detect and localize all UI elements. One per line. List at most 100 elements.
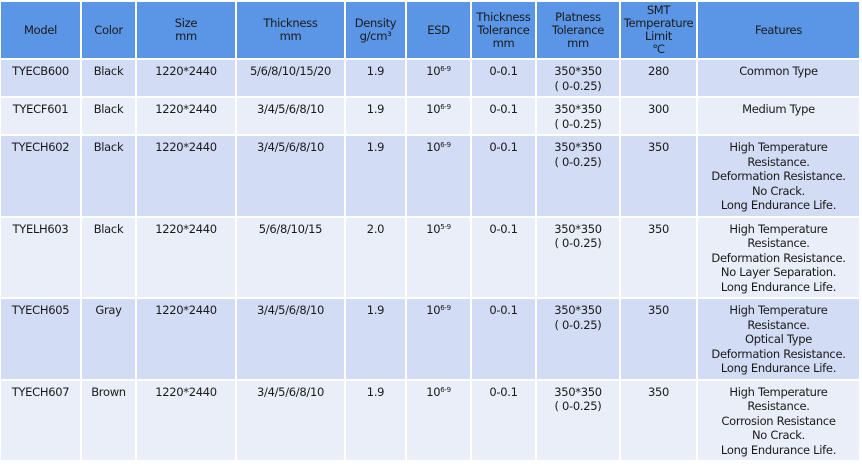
feature-line: No Layer Separation. — [720, 265, 837, 279]
table-row: TYECF601 Black 1220*2440 3/4/5/6/8/10 1.9 106… — [1, 98, 859, 134]
cell-smt-temperature: 350 — [621, 380, 696, 460]
header-label: g/cm³ — [359, 29, 392, 43]
cell-smt-temperature: 350 — [621, 136, 696, 216]
feature-line: Deformation Resistance. — [711, 250, 846, 265]
cell-features: Common Type — [698, 60, 859, 96]
header-label: mm — [175, 29, 197, 43]
header-label: SMT — [646, 3, 671, 17]
feature-line: Deformation Resistance. — [711, 346, 846, 361]
header-model: Model — [1, 2, 80, 58]
cell-smt-temperature: 280 — [621, 60, 696, 96]
cell-color: Gray — [82, 299, 135, 379]
cell-thickness: 3/4/5/6/8/10 — [237, 299, 344, 379]
cell-size: 1220*2440 — [137, 136, 235, 216]
cell-smt-temperature: 350 — [621, 299, 696, 379]
esd-base: 10 — [426, 384, 441, 399]
cell-thickness-tolerance: 0-0.1 — [472, 98, 535, 134]
cell-thickness-tolerance: 0-0.1 — [472, 380, 535, 460]
cell-esd: 106-9 — [407, 299, 470, 379]
header-label: mm — [279, 29, 302, 43]
cell-smt-temperature: 300 — [621, 98, 696, 134]
feature-line: No Crack. — [751, 183, 806, 198]
platness-line: 350*350 — [554, 221, 602, 236]
esd-exponent: 6-9 — [440, 385, 451, 394]
cell-density: 1.9 — [346, 136, 405, 216]
header-label: Thickness — [476, 9, 531, 24]
header-label: Model — [23, 22, 58, 37]
feature-line: High Temperature — [729, 303, 828, 317]
header-label: Density — [354, 16, 397, 30]
cell-platness-tolerance: 350*350( 0-0.25) — [537, 98, 619, 134]
cell-model: TYECB600 — [1, 60, 80, 96]
header-thickness: Thickness mm — [237, 2, 344, 58]
cell-platness-tolerance: 350*350( 0-0.25) — [537, 299, 619, 379]
cell-density: 1.9 — [346, 299, 405, 379]
header-density: Density g/cm³ — [346, 2, 405, 58]
header-label: Thickness — [263, 16, 318, 30]
cell-esd: 106-9 — [407, 380, 470, 460]
platness-line: 350*350 — [554, 102, 602, 116]
header-row: Model Color Size mm Thickness mm Density g/cm³ E… — [1, 2, 859, 58]
cell-thickness: 5/6/8/10/15 — [237, 217, 344, 297]
feature-line: Long Endurance Life. — [720, 198, 837, 212]
cell-features: Medium Type — [698, 98, 859, 134]
esd-base: 10 — [426, 303, 441, 317]
cell-density: 2.0 — [346, 217, 405, 297]
cell-features: High Temperature Resistance. Corrosion Res… — [698, 380, 859, 460]
cell-esd: 105-9 — [407, 217, 470, 297]
cell-size: 1220*2440 — [137, 217, 235, 297]
cell-smt-temperature: 350 — [621, 217, 696, 297]
cell-thickness-tolerance: 0-0.1 — [472, 299, 535, 379]
cell-platness-tolerance: 350*350( 0-0.25) — [537, 380, 619, 460]
cell-esd: 106-9 — [407, 136, 470, 216]
header-label: Temperature — [623, 16, 694, 30]
cell-esd: 106-9 — [407, 98, 470, 134]
cell-size: 1220*2440 — [137, 98, 235, 134]
cell-thickness: 5/6/8/10/15/20 — [237, 60, 344, 96]
platness-line: ( 0-0.25) — [554, 236, 602, 250]
cell-model: TYECF601 — [1, 98, 80, 134]
platness-line: 350*350 — [554, 384, 602, 399]
header-label: Limit — [644, 29, 672, 43]
header-label: Tolerance — [477, 22, 530, 37]
esd-exponent: 5-9 — [440, 222, 451, 231]
cell-density: 1.9 — [346, 60, 405, 96]
platness-line: ( 0-0.25) — [554, 116, 602, 131]
esd-base: 10 — [426, 64, 441, 78]
platness-line: ( 0-0.25) — [554, 399, 602, 413]
cell-density: 1.9 — [346, 98, 405, 134]
feature-line: Long Endurance Life. — [720, 279, 837, 294]
cell-thickness-tolerance: 0-0.1 — [472, 217, 535, 297]
cell-size: 1220*2440 — [137, 380, 235, 460]
table-row: TYELH603 Black 1220*2440 5/6/8/10/15 2.0 105-… — [1, 217, 859, 297]
platness-line: 350*350 — [554, 64, 602, 78]
esd-exponent: 6-9 — [440, 103, 451, 111]
header-label: Platness — [555, 9, 601, 24]
cell-features: High Temperature Resistance. Deformation R… — [698, 217, 859, 297]
feature-line: High Temperature — [729, 140, 828, 154]
header-platness-tolerance: Platness Tolerance mm — [537, 2, 619, 58]
header-label: mm — [492, 35, 515, 50]
platness-line: ( 0-0.25) — [554, 78, 602, 93]
header-label: Color — [94, 22, 123, 37]
cell-size: 1220*2440 — [137, 60, 235, 96]
feature-line: Resistance. — [747, 154, 810, 169]
cell-color: Black — [82, 217, 135, 297]
cell-color: Black — [82, 136, 135, 216]
esd-exponent: 6-9 — [440, 304, 451, 312]
header-label: mm — [567, 35, 589, 50]
feature-line: Common Type — [739, 64, 818, 78]
header-color: Color — [82, 2, 135, 58]
cell-color: Brown — [82, 380, 135, 460]
cell-platness-tolerance: 350*350( 0-0.25) — [537, 217, 619, 297]
cell-size: 1220*2440 — [137, 299, 235, 379]
esd-base: 10 — [426, 140, 441, 154]
feature-line: Optical Type — [744, 332, 813, 346]
platness-line: 350*350 — [554, 303, 602, 317]
feature-line: High Temperature — [729, 384, 828, 399]
cell-model: TYELH603 — [1, 217, 80, 297]
feature-line: Long Endurance Life. — [720, 442, 837, 457]
header-esd: ESD — [407, 2, 470, 58]
table-body: TYECB600 Black 1220*2440 5/6/8/10/15/20 1.9 1… — [1, 60, 859, 460]
